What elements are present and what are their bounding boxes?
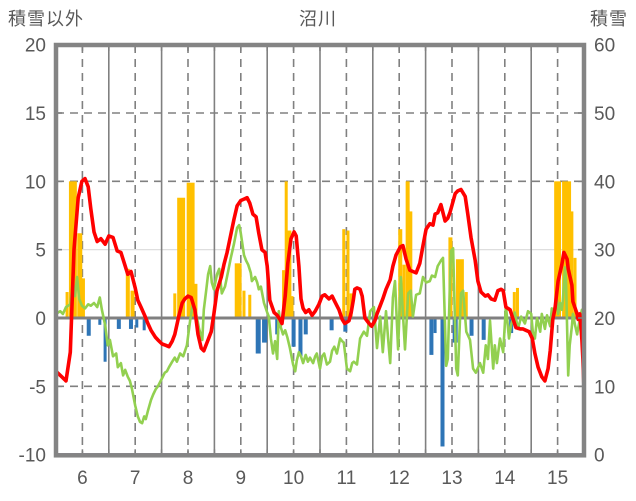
blue-bars-bar: [103, 318, 107, 362]
orange-bars-bar: [346, 230, 350, 318]
blue-bars-bar: [116, 318, 121, 329]
x-axis-label: 9: [236, 468, 247, 489]
orange-bars-bar: [402, 264, 406, 318]
x-axis-label: 12: [389, 468, 410, 489]
orange-bars-bar: [186, 182, 195, 318]
blue-bars-bar: [98, 318, 102, 325]
y-axis-label-left: 0: [35, 309, 46, 330]
orange-bars-bar: [515, 287, 519, 318]
x-axis-label: 8: [183, 468, 194, 489]
plot-frame: [53, 42, 587, 458]
x-axis-label: 14: [494, 468, 516, 489]
orange-bars-bar: [570, 211, 574, 318]
orange-bars-bar: [80, 278, 85, 318]
orange-bars-bar: [173, 293, 177, 318]
y-axis-label-right: 60: [594, 36, 615, 57]
y-axis-label-left: 5: [35, 241, 46, 262]
orange-bars-bar: [125, 268, 130, 318]
orange-bars-bar: [455, 259, 464, 318]
orange-bars-bar: [77, 233, 83, 318]
orange-bars-bar: [284, 181, 288, 318]
x-axis-label: 15: [547, 468, 568, 489]
orange-bars: [65, 181, 577, 318]
red-line: [54, 176, 586, 391]
orange-bars-bar: [409, 211, 413, 318]
blue-bars-bar: [429, 318, 434, 355]
blue-bars-bar: [469, 318, 474, 336]
y-axis-label-right: 20: [594, 309, 615, 330]
y-axis-label-right: 30: [594, 241, 615, 262]
orange-bars-bar: [554, 181, 562, 318]
orange-bars-bar: [512, 292, 516, 318]
orange-bars-bar: [290, 296, 294, 318]
blue-bars-bar: [481, 318, 486, 340]
orange-bars-bar: [398, 229, 403, 318]
y-axis-label-left: -5: [29, 377, 46, 398]
blue-bars-bar: [262, 318, 268, 343]
y-axis-label-left: 10: [25, 172, 46, 193]
x-axis-label: 10: [283, 468, 304, 489]
y-axis-label-right: 10: [594, 377, 615, 398]
orange-bars-bar: [248, 294, 252, 318]
orange-bars-bar: [194, 283, 198, 318]
blue-bars-bar: [298, 318, 303, 357]
orange-bars-bar: [287, 230, 292, 318]
left-axis-title: 積雪以外: [8, 9, 84, 29]
blue-bars-bar: [291, 318, 296, 347]
x-axis-label: 6: [77, 468, 88, 489]
y-axis-label-right: 0: [594, 446, 605, 467]
green-line: [54, 223, 586, 425]
blue-bars-bar: [303, 318, 308, 335]
blue-bars-bar: [255, 318, 261, 354]
y-axis-label-right: 50: [594, 104, 615, 125]
page-title: 沼川: [299, 9, 337, 29]
blue-bars-bar: [440, 318, 445, 447]
right-axis-title: 積雪: [590, 9, 628, 29]
blue-bars-bar: [142, 318, 146, 331]
orange-bars-bar: [562, 181, 572, 318]
x-axis-label: 11: [337, 468, 357, 489]
orange-bars-bar: [573, 257, 577, 318]
orange-bars-bar: [242, 290, 246, 318]
orange-bars-bar: [464, 292, 468, 318]
orange-bars-bar: [342, 229, 346, 318]
orange-bars-bar: [130, 290, 135, 318]
blue-bars-bar: [329, 318, 334, 331]
gridlines: [56, 45, 584, 456]
blue-bars-bar: [128, 318, 133, 329]
blue-bars-bar: [86, 318, 91, 336]
blue-bars-bar: [433, 318, 437, 334]
blue-bars-bar: [135, 318, 139, 328]
y-axis-label-left: 15: [25, 104, 46, 125]
orange-bars-bar: [177, 197, 186, 318]
x-axis-label: 7: [130, 468, 141, 489]
y-axis-label-right: 40: [594, 172, 615, 193]
orange-bars-bar: [405, 181, 410, 318]
x-axis-label: 13: [441, 468, 462, 489]
y-axis-label-left: -10: [19, 446, 46, 467]
orange-bars-bar: [234, 263, 242, 318]
y-axis-label-left: 20: [25, 36, 46, 57]
